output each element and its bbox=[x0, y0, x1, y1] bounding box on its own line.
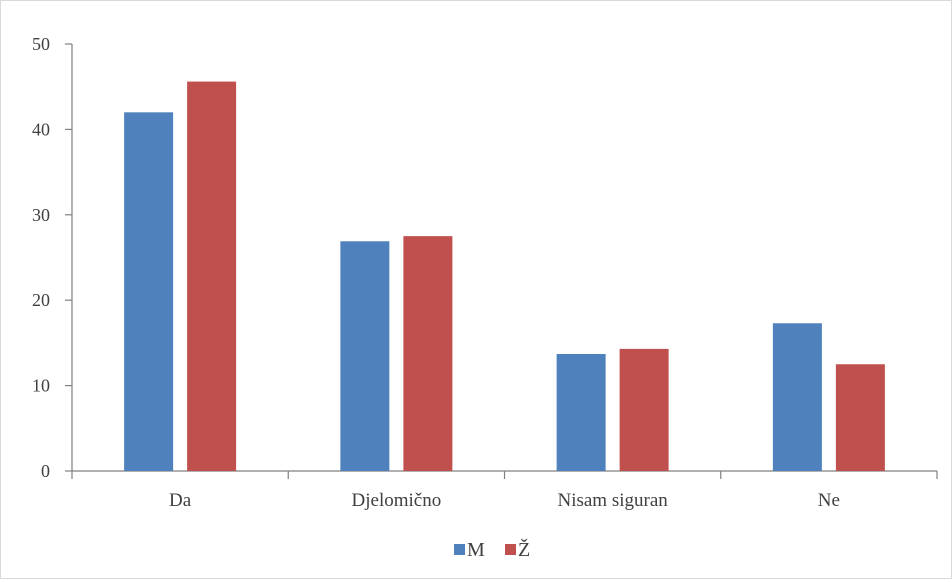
bar-M-Da bbox=[124, 112, 174, 471]
legend-swatch bbox=[454, 544, 465, 555]
bar-M-Djelomično bbox=[340, 241, 390, 471]
bar-Ž-Djelomično bbox=[403, 236, 453, 471]
bar-Ž-Nisam siguran bbox=[619, 348, 669, 471]
y-tick-label: 0 bbox=[41, 461, 50, 481]
x-tick-label: Da bbox=[169, 490, 192, 511]
x-tick-label: Nisam siguran bbox=[557, 490, 668, 511]
y-tick-label: 20 bbox=[32, 290, 50, 310]
x-tick-label: Djelomično bbox=[352, 490, 442, 511]
legend-swatch bbox=[505, 544, 516, 555]
bar-M-Ne bbox=[772, 323, 822, 471]
bar-Ž-Ne bbox=[835, 364, 885, 471]
y-tick-label: 10 bbox=[32, 376, 50, 396]
bars bbox=[124, 81, 885, 472]
y-axis: 0 10 20 30 40 50 bbox=[32, 34, 73, 481]
y-tick-label: 40 bbox=[32, 119, 50, 139]
legend-label: M bbox=[467, 539, 485, 561]
x-axis: Da Djelomično Nisam siguran Ne bbox=[71, 470, 938, 511]
bar-M-Nisam siguran bbox=[556, 354, 606, 471]
y-tick-label: 30 bbox=[32, 205, 50, 225]
bar-Ž-Da bbox=[187, 81, 237, 472]
y-tick-label: 50 bbox=[32, 34, 50, 54]
x-tick-label: Ne bbox=[818, 490, 840, 511]
legend-label: Ž bbox=[518, 538, 530, 561]
